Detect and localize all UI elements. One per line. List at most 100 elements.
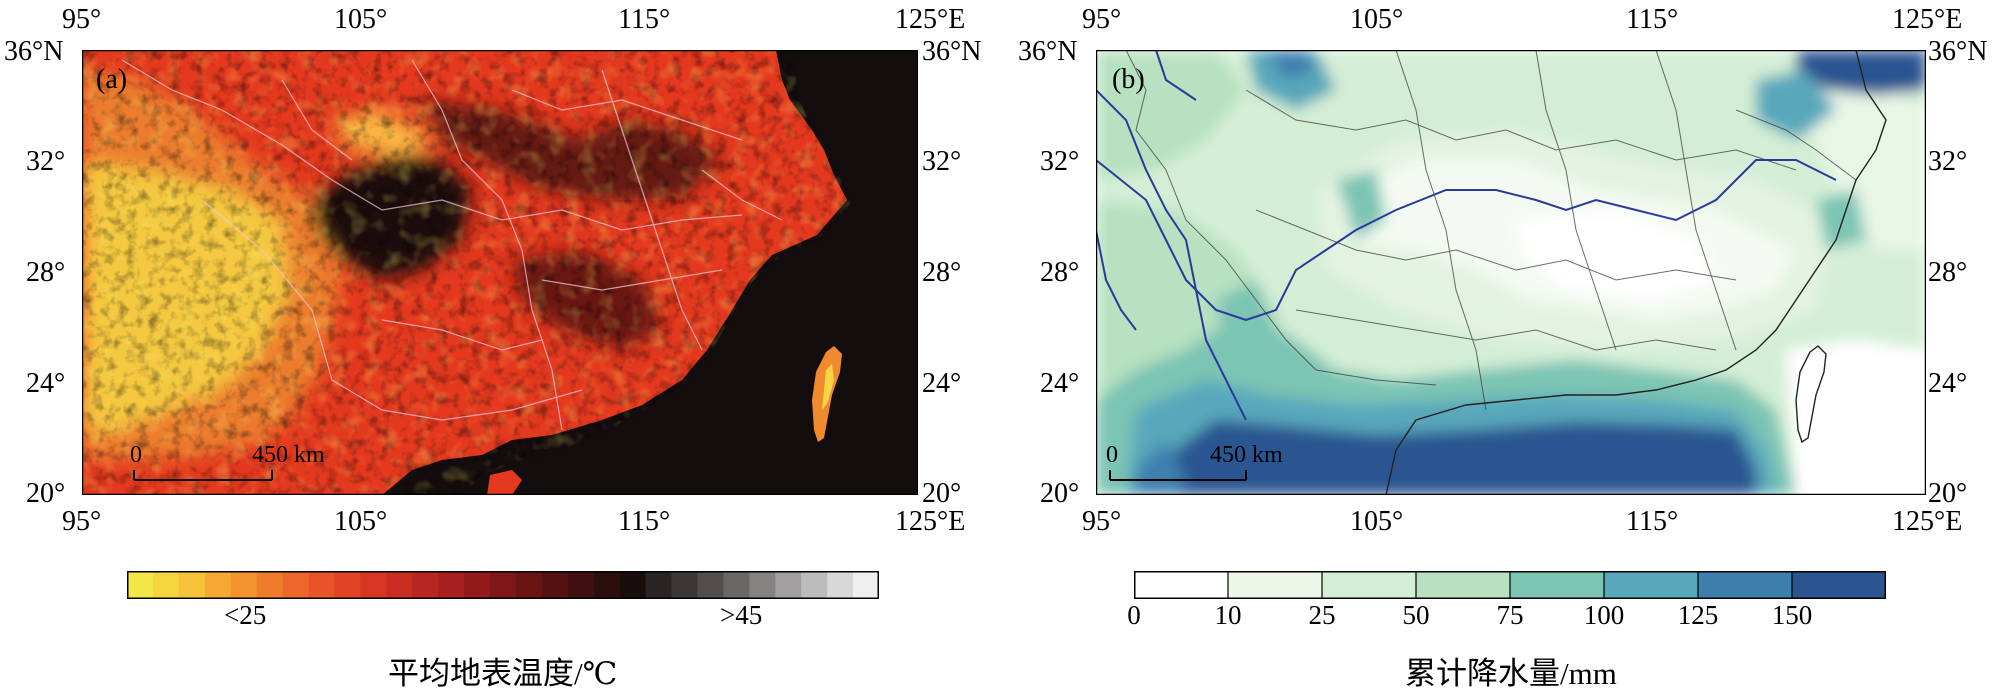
- panel-a-hainan-island: [487, 470, 522, 495]
- panel-a-colorbar-swatch: [490, 571, 517, 599]
- panel-b-colorbar-tick-label: 25: [1308, 600, 1336, 630]
- panel-b-y-tick-left-28: 28°: [1040, 257, 1080, 288]
- panel-b-taiwan-island: [1795, 345, 1827, 444]
- panel-a-x-tick-bottom-105: 105°: [334, 506, 388, 537]
- panel-a-colorbar-swatch: [749, 571, 776, 599]
- panel-b-colorbar-tick-label: 125: [1677, 600, 1719, 630]
- panel-a-colorbar-swatch: [801, 571, 828, 599]
- panel-b-scale-bar: [1109, 470, 1247, 481]
- panel-b-colorbar-swatch: [1604, 571, 1699, 599]
- panel-b-x-tick-bottom-125: 125°E: [1892, 506, 1963, 537]
- panel-a-colorbar-swatch: [775, 571, 802, 599]
- panel-b-colorbar-tick-label: 50: [1402, 600, 1430, 630]
- panel-b-x-tick-top-95: 95°: [1082, 4, 1122, 35]
- panel-a-colorbar-swatch: [723, 571, 750, 599]
- panel-a-y-tick-right-36: 36°N: [922, 36, 982, 67]
- panel-a-colorbar-swatch: [619, 571, 647, 599]
- panel-a-province-boundaries: [121, 59, 783, 431]
- panel-a-x-tick-bottom-115: 115°: [618, 506, 671, 537]
- panel-a-colorbar-swatch: [230, 571, 258, 599]
- panel-b-precipitation-map: 0 450 km (b): [1096, 50, 1926, 495]
- panel-a-scale-end: 450 km: [252, 442, 325, 468]
- panel-a-colorbar-high-label: >45: [720, 600, 763, 630]
- panel-a-colorbar-swatch: [152, 571, 180, 599]
- panel-b-colorbar-tick-label: 150: [1771, 600, 1813, 630]
- panel-a-scale-start: 0: [130, 442, 142, 468]
- panel-b-colorbar-title: 累计降水量/mm: [1405, 656, 1617, 691]
- panel-a-colorbar-swatch: [645, 571, 673, 599]
- panel-b-label: (b): [1112, 64, 1145, 95]
- panel-b-colorbar-tick-label: 75: [1496, 600, 1524, 630]
- panel-b-y-tick-right-36: 36°N: [1928, 36, 1988, 67]
- panel-b-y-tick-left-32: 32°: [1040, 146, 1080, 177]
- panel-a-colorbar-swatch: [178, 571, 206, 599]
- panel-a-y-tick-right-24: 24°: [922, 368, 962, 399]
- panel-a-colorbar-swatch: [204, 571, 232, 599]
- panel-b-colorbar-tick-label: 0: [1127, 600, 1141, 630]
- panel-a-x-tick-bottom-95: 95°: [62, 506, 102, 537]
- panel-a-y-tick-left-24: 24°: [26, 368, 66, 399]
- panel-a-y-tick-right-28: 28°: [922, 257, 962, 288]
- panel-a-x-tick-top-115: 115°: [618, 4, 671, 35]
- panel-a-colorbar-swatch: [282, 571, 310, 599]
- panel-b-coastline: [1385, 50, 1887, 495]
- panel-b-x-tick-top-105: 105°: [1350, 4, 1404, 35]
- panel-a-label: (a): [96, 64, 127, 95]
- panel-b-x-tick-top-115: 115°: [1626, 4, 1679, 35]
- panel-a-colorbar-swatch: [827, 571, 854, 599]
- panel-a-x-tick-top-95: 95°: [62, 4, 102, 35]
- panel-a-colorbar-swatch: [360, 571, 387, 599]
- panel-b-y-tick-left-24: 24°: [1040, 368, 1080, 399]
- panel-b-y-tick-left-20: 20°: [1040, 478, 1080, 509]
- panel-a-colorbar-swatch: [697, 571, 725, 599]
- panel-a-colorbar-swatch: [464, 571, 491, 599]
- panel-a-colorbar-swatch: [593, 571, 621, 599]
- panel-a-colorbar-swatch: [127, 571, 154, 599]
- panel-b-colorbar-swatch: [1228, 571, 1323, 599]
- panel-b-y-tick-left-36: 36°N: [1018, 36, 1078, 67]
- panel-a-colorbar-swatch: [308, 571, 336, 599]
- panel-b-colorbar-swatch: [1322, 571, 1417, 599]
- panel-a-colorbar-swatch: [671, 571, 699, 599]
- panel-a-y-tick-right-32: 32°: [922, 146, 962, 177]
- panel-b-colorbar-tick-label: 10: [1214, 600, 1242, 630]
- panel-b-colorbar-swatch: [1510, 571, 1605, 599]
- panel-a-y-tick-left-32: 32°: [26, 146, 66, 177]
- panel-a-colorbar-swatch: [567, 571, 595, 599]
- panel-b-scale-start: 0: [1106, 442, 1118, 468]
- panel-b-colorbar-tick-label: 100: [1583, 600, 1625, 630]
- panel-b-x-tick-bottom-105: 105°: [1350, 506, 1404, 537]
- panel-b-y-tick-right-20: 20°: [1928, 478, 1968, 509]
- panel-a-temperature-map: 0 450 km (a): [82, 50, 918, 495]
- panel-b-x-tick-bottom-115: 115°: [1626, 506, 1679, 537]
- panel-a-x-tick-top-105: 105°: [334, 4, 388, 35]
- panel-b-x-tick-top-125: 125°E: [1892, 4, 1963, 35]
- panel-a-colorbar-low-label: <25: [224, 600, 267, 630]
- panel-a-y-tick-left-20: 20°: [26, 478, 66, 509]
- panel-b-x-tick-bottom-95: 95°: [1082, 506, 1122, 537]
- panel-a-colorbar-swatch: [853, 571, 879, 599]
- panel-b-province-boundaries: [1125, 50, 1857, 411]
- panel-b-colorbar: [1134, 571, 1886, 599]
- panel-b-colorbar-labels: 0 10 25 50 75 100 125 150: [1000, 600, 2008, 634]
- panel-b-y-tick-right-28: 28°: [1928, 257, 1968, 288]
- panel-a-colorbar-swatch: [256, 571, 284, 599]
- panel-b: 95° 105° 115° 125°E 95° 105° 115° 125°E …: [1000, 0, 2008, 692]
- panel-b-y-tick-right-32: 32°: [1928, 146, 1968, 177]
- panel-a-colorbar-swatch: [412, 571, 439, 599]
- panel-b-colorbar-swatch: [1134, 571, 1229, 599]
- panel-a-colorbar: [127, 571, 879, 599]
- panel-b-colorbar-swatch: [1416, 571, 1511, 599]
- panel-a: 95° 105° 115° 125°E 95° 105° 115° 125°E …: [0, 0, 1000, 692]
- panel-a-y-tick-left-36: 36°N: [4, 36, 64, 67]
- panel-b-colorbar-swatch: [1698, 571, 1793, 599]
- panel-a-colorbar-swatch: [515, 571, 543, 599]
- panel-b-scale-end: 450 km: [1210, 442, 1283, 468]
- panel-a-colorbar-title: 平均地表温度/℃: [388, 656, 618, 691]
- panel-b-colorbar-swatch: [1792, 571, 1886, 599]
- panel-a-y-tick-right-20: 20°: [922, 478, 962, 509]
- panel-a-colorbar-swatch: [386, 571, 413, 599]
- panel-a-scale-bar: [133, 470, 273, 481]
- panel-a-colorbar-swatch: [334, 571, 361, 599]
- panel-a-y-tick-left-28: 28°: [26, 257, 66, 288]
